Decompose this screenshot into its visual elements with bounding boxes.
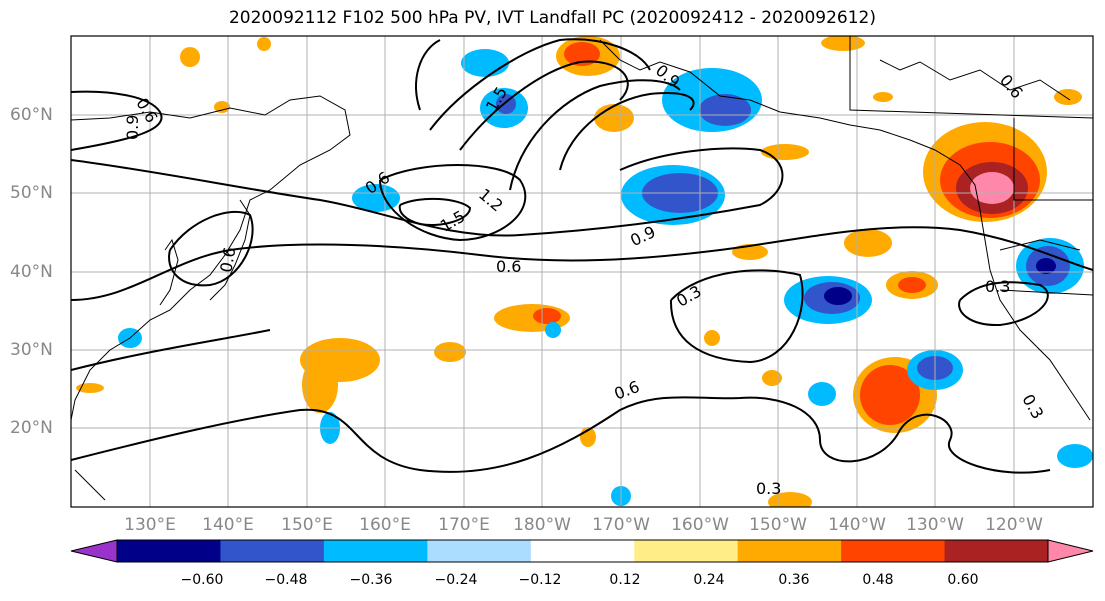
shade-blob	[434, 342, 466, 362]
map-title: 2020092112 F102 500 hPa PV, IVT Landfall…	[228, 8, 876, 28]
lon-label: 140°E	[202, 515, 254, 535]
shade-blob	[761, 144, 809, 160]
colorbar-tick-label: 0.24	[693, 572, 725, 588]
shade-blob	[76, 383, 104, 393]
shade-blob	[860, 365, 920, 425]
colorbar-segment	[841, 540, 946, 562]
colorbar-segment	[427, 540, 532, 562]
colorbar-segment	[530, 540, 635, 562]
shade-blob	[533, 308, 561, 324]
shade-blob	[180, 47, 200, 67]
colorbar-tick-label: −0.36	[349, 572, 393, 588]
colorbar-tick-label: 0.36	[778, 572, 810, 588]
colorbar-tick-label: −0.60	[180, 572, 224, 588]
lon-label: 120°W	[985, 515, 1043, 535]
contour-label: 0.9	[123, 115, 142, 140]
shade-blob	[302, 357, 338, 413]
grid-lines	[71, 36, 1093, 507]
shade-blob	[1036, 258, 1056, 274]
shade-blob	[257, 37, 271, 51]
contour-label: 0.3	[985, 277, 1010, 296]
colorbar-frame	[116, 539, 1049, 563]
contour-label: 0.6	[216, 246, 239, 274]
shade-blob	[844, 229, 892, 257]
shade-blob	[461, 49, 509, 77]
colorbar-tick-label: 0.12	[609, 572, 641, 588]
lat-label: 20°N	[10, 418, 53, 438]
contour-label: 0.6	[496, 257, 521, 276]
lat-label: 40°N	[10, 262, 53, 282]
shade-blob	[970, 172, 1014, 204]
lat-label: 30°N	[10, 340, 53, 360]
lon-label: 130°E	[124, 515, 176, 535]
colorbar-tick-label: −0.24	[434, 572, 478, 588]
pv-contours	[71, 38, 1093, 474]
shaded-features	[76, 36, 1093, 507]
lon-label: 150°E	[281, 515, 333, 535]
colorbar-segment	[117, 540, 221, 562]
colorbar-segment	[634, 540, 739, 562]
lon-label: 170°W	[592, 515, 650, 535]
lon-label: 180°W	[513, 515, 571, 535]
lat-label: 50°N	[10, 183, 53, 203]
shade-blob	[214, 101, 230, 113]
colorbar-tick-label: 0.60	[947, 572, 979, 588]
colorbar-extend-high	[1047, 539, 1094, 563]
shade-blob	[762, 370, 782, 386]
colorbar-tick-label: −0.48	[264, 572, 308, 588]
shade-blob	[545, 322, 561, 338]
shade-blob	[1057, 444, 1093, 468]
coastlines	[71, 36, 1093, 501]
shade-blob	[898, 277, 926, 293]
shade-blob	[1054, 89, 1082, 105]
contour-label: 0.3	[756, 479, 781, 498]
shade-blob	[873, 92, 893, 102]
shade-blob	[704, 330, 720, 346]
lon-label: 140°W	[828, 515, 886, 535]
shade-blob	[594, 104, 634, 132]
lat-label: 60°N	[10, 105, 53, 125]
colorbar-extend-low	[70, 539, 118, 563]
plot-frame	[70, 35, 1094, 508]
lon-label: 160°E	[359, 515, 411, 535]
colorbar-segment	[944, 540, 1049, 562]
lon-label: 130°W	[906, 515, 964, 535]
shade-blob	[808, 382, 836, 406]
lon-label: 160°W	[671, 515, 729, 535]
shade-blob	[564, 42, 600, 66]
lon-label: 150°W	[749, 515, 807, 535]
shade-blob	[824, 287, 852, 305]
colorbar-segment	[323, 540, 428, 562]
lon-label: 170°E	[438, 515, 490, 535]
shade-blob	[699, 94, 751, 126]
shade-blob	[821, 36, 865, 51]
colorbar-segment	[737, 540, 842, 562]
colorbar-tick-label: 0.48	[862, 572, 894, 588]
colorbar-tick-label: −0.12	[518, 572, 562, 588]
shade-blob	[768, 492, 812, 507]
colorbar-segment	[220, 540, 325, 562]
colorbar	[70, 539, 1094, 563]
